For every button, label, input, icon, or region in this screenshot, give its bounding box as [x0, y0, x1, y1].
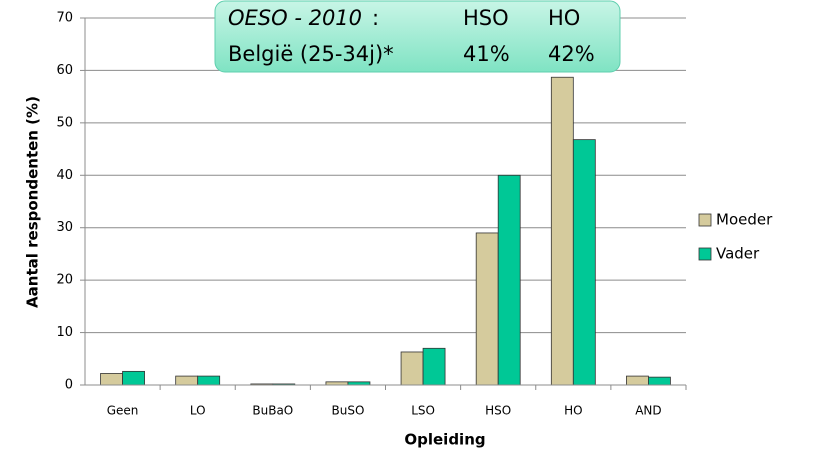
bar	[122, 370, 145, 386]
legend-swatch	[698, 247, 712, 261]
annotation-box	[214, 0, 621, 73]
y-tick-label: 30	[56, 220, 73, 235]
annotation-text: België (25-34j)*	[228, 42, 394, 66]
y-tick-label: 20	[56, 273, 73, 288]
x-tick-label: BuSO	[331, 404, 364, 418]
y-tick-label: 10	[56, 325, 73, 340]
annotation-text: HO	[548, 6, 580, 30]
bar	[475, 232, 499, 386]
annotation-text: 42%	[548, 42, 595, 66]
bar	[626, 375, 649, 386]
x-tick-label: AND	[635, 404, 661, 418]
y-axis-label: Aantal respondenten (%)	[24, 96, 42, 308]
y-tick-label: 40	[56, 168, 73, 183]
bar	[497, 174, 521, 386]
bar	[572, 139, 596, 386]
annotation-text: 41%	[463, 42, 510, 66]
legend-label: Moeder	[716, 211, 773, 229]
x-tick-label: HO	[564, 404, 582, 418]
annotation-text: OESO - 2010	[228, 6, 362, 30]
bar	[422, 347, 446, 386]
x-tick-label: BuBaO	[252, 404, 293, 418]
y-tick-label: 50	[56, 115, 73, 130]
bar	[197, 375, 221, 386]
x-tick-label: LO	[190, 404, 206, 418]
annotation-text: HSO	[463, 6, 509, 30]
x-tick-label: LSO	[411, 404, 435, 418]
bar	[550, 76, 574, 386]
legend-label: Vader	[716, 245, 760, 263]
x-axis-label: Opleiding	[404, 431, 485, 449]
bar	[175, 375, 199, 386]
annotation-text: :	[372, 6, 379, 30]
x-tick-label: Geen	[107, 404, 139, 418]
x-tick-label: HSO	[485, 404, 511, 418]
y-tick-label: 60	[56, 63, 73, 78]
y-tick-label: 0	[65, 378, 73, 393]
legend-swatch	[698, 213, 712, 227]
bar	[648, 376, 671, 386]
bar	[100, 373, 123, 386]
y-tick-label: 70	[56, 11, 73, 26]
annotation: OESO - 2010 : HSO HO België (25-34j)* 41…	[214, 0, 621, 73]
bar	[400, 351, 424, 386]
